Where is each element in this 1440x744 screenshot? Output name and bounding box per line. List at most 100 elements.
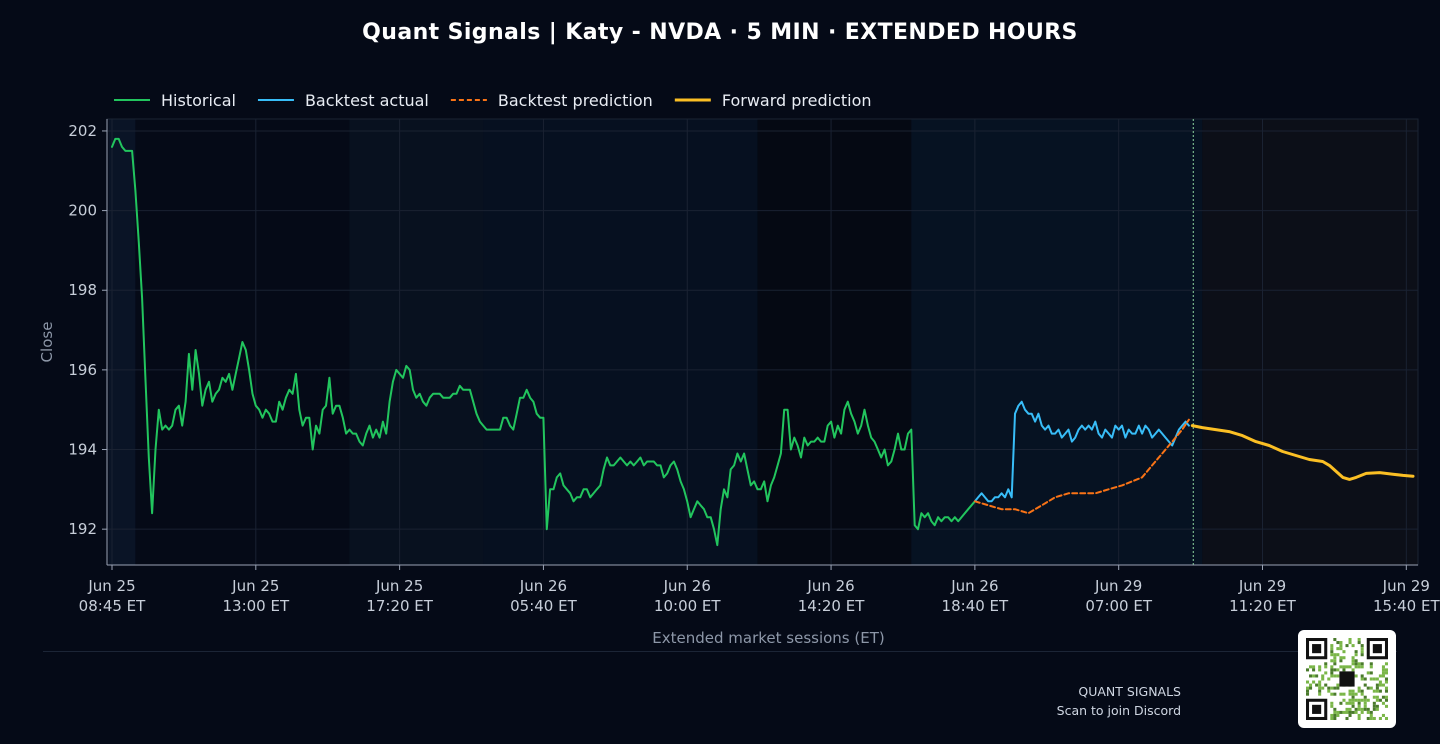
- qr-module: [1348, 665, 1352, 669]
- qr-module: [1339, 701, 1343, 705]
- qr-module: [1342, 656, 1346, 660]
- qr-module: [1339, 692, 1343, 696]
- qr-module: [1342, 710, 1346, 714]
- qr-module: [1345, 665, 1349, 669]
- qr-module: [1324, 671, 1328, 675]
- qr-module: [1360, 665, 1364, 669]
- qr-module: [1318, 680, 1322, 684]
- qr-module: [1357, 701, 1361, 705]
- qr-module: [1357, 665, 1361, 669]
- qr-module: [1342, 668, 1346, 672]
- qr-module: [1354, 650, 1358, 654]
- qr-module: [1363, 698, 1367, 702]
- y-tick-label: 194: [68, 441, 97, 459]
- qr-module: [1336, 713, 1340, 717]
- qr-module: [1348, 689, 1352, 693]
- qr-module: [1363, 704, 1367, 708]
- x-tick-label-time: 05:40 ET: [510, 597, 577, 615]
- legend-label: Backtest actual: [305, 91, 429, 110]
- qr-module: [1375, 689, 1379, 693]
- y-tick-label: 192: [68, 520, 97, 538]
- qr-module: [1363, 707, 1367, 711]
- qr-module: [1381, 683, 1385, 687]
- qr-module: [1372, 677, 1376, 681]
- discord-qr-code[interactable]: [1298, 630, 1396, 728]
- qr-module: [1378, 674, 1382, 678]
- qr-module: [1339, 710, 1343, 714]
- qr-module: [1309, 686, 1313, 690]
- y-axis-label: Close: [38, 322, 56, 363]
- qr-module: [1381, 668, 1385, 672]
- x-tick-label-date: Jun 25: [375, 577, 423, 595]
- session-band: [483, 119, 758, 565]
- qr-module: [1333, 659, 1337, 663]
- qr-module: [1354, 674, 1358, 678]
- x-tick-label-date: Jun 29: [1382, 577, 1430, 595]
- x-tick-label-date: Jun 26: [806, 577, 854, 595]
- qr-module: [1336, 647, 1340, 651]
- qr-module: [1342, 665, 1346, 669]
- qr-finder-core: [1312, 704, 1322, 714]
- qr-module: [1369, 710, 1373, 714]
- qr-module: [1333, 686, 1337, 690]
- series-layer: [111, 119, 1415, 565]
- series-line-forward-prediction: [1190, 424, 1415, 481]
- qr-module: [1348, 707, 1352, 711]
- qr-module: [1348, 701, 1352, 705]
- qr-module: [1357, 698, 1361, 702]
- qr-module: [1318, 683, 1322, 687]
- qr-module: [1375, 704, 1379, 708]
- qr-module: [1321, 677, 1325, 681]
- qr-module: [1384, 695, 1388, 699]
- x-tick-label-date: Jun 26: [663, 577, 711, 595]
- qr-module: [1327, 686, 1331, 690]
- price-chart: 192 194 196 198 200 202 Jun 25 08:45 ET Jun 25 13…: [38, 91, 1440, 647]
- qr-module: [1330, 665, 1334, 669]
- qr-module: [1363, 695, 1367, 699]
- qr-module: [1348, 698, 1352, 702]
- qr-module: [1330, 647, 1334, 651]
- qr-module: [1339, 665, 1343, 669]
- qr-module: [1351, 644, 1355, 648]
- series-line-backtest-actual: [973, 400, 1190, 503]
- qr-module: [1381, 695, 1385, 699]
- qr-module: [1324, 683, 1328, 687]
- footer-divider: [43, 651, 1397, 652]
- y-tick-label: 200: [68, 202, 97, 220]
- qr-module: [1333, 668, 1337, 672]
- qr-module: [1354, 665, 1358, 669]
- qr-module: [1348, 638, 1352, 642]
- qr-module: [1366, 710, 1370, 714]
- qr-module: [1336, 674, 1340, 678]
- qr-module: [1351, 704, 1355, 708]
- qr-module: [1318, 668, 1322, 672]
- qr-module: [1318, 665, 1322, 669]
- qr-module: [1312, 665, 1316, 669]
- qr-module: [1336, 653, 1340, 657]
- qr-module: [1354, 659, 1358, 663]
- x-tick-label-date: Jun 26: [519, 577, 567, 595]
- session-bands: [106, 118, 1419, 566]
- qr-module: [1348, 713, 1352, 717]
- qr-module: [1348, 641, 1352, 645]
- session-band: [911, 119, 1203, 565]
- qr-module: [1360, 674, 1364, 678]
- qr-module: [1345, 644, 1349, 648]
- qr-module: [1336, 668, 1340, 672]
- qr-module: [1318, 689, 1322, 693]
- qr-module: [1345, 707, 1349, 711]
- qr-module: [1369, 677, 1373, 681]
- qr-module: [1330, 674, 1334, 678]
- qr-module: [1357, 662, 1361, 666]
- qr-module: [1363, 683, 1367, 687]
- qr-module: [1354, 692, 1358, 696]
- qr-module: [1360, 653, 1364, 657]
- qr-module: [1384, 671, 1388, 675]
- qr-module: [1372, 716, 1376, 720]
- session-band: [108, 119, 136, 565]
- qr-module: [1339, 647, 1343, 651]
- qr-module: [1330, 716, 1334, 720]
- qr-module: [1375, 698, 1379, 702]
- qr-finder-core: [1372, 644, 1382, 654]
- x-tick-label-date: Jun 25: [231, 577, 279, 595]
